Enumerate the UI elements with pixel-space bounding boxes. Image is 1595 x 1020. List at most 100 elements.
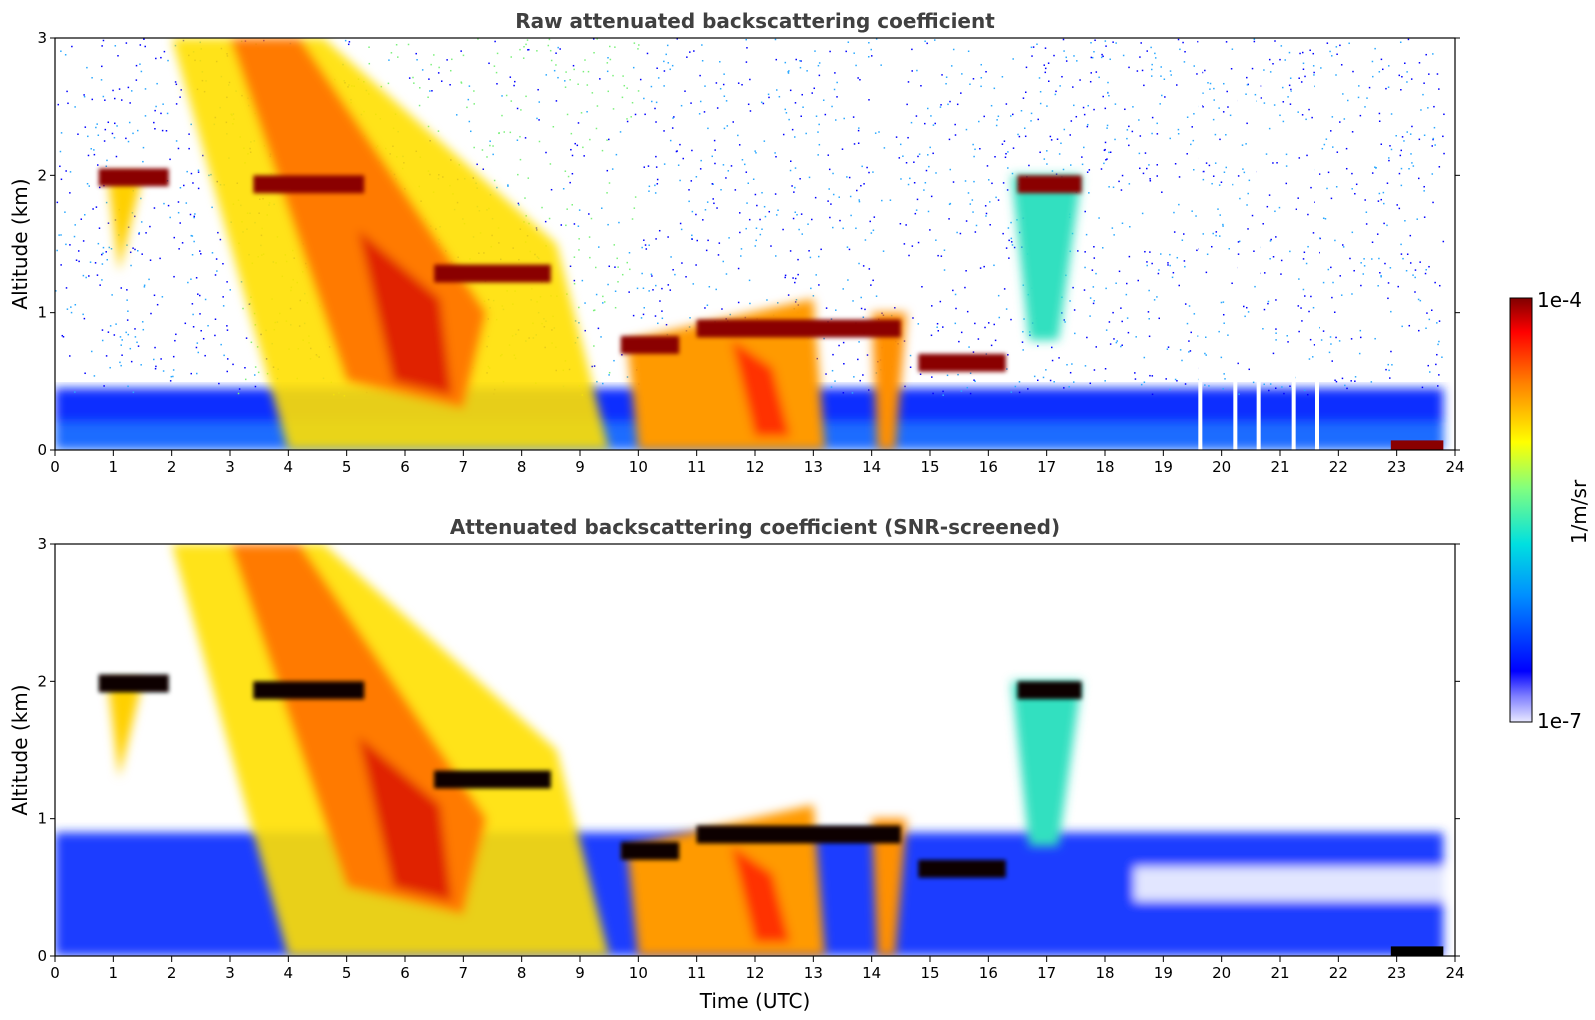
noise-pixel bbox=[1215, 235, 1217, 237]
noise-pixel bbox=[633, 67, 635, 69]
noise-pixel bbox=[1176, 84, 1178, 86]
noise-pixel bbox=[153, 122, 155, 124]
noise-pixel bbox=[109, 247, 111, 249]
noise-pixel bbox=[1005, 153, 1007, 155]
noise-pixel bbox=[820, 249, 822, 251]
data-gap bbox=[1257, 38, 1261, 450]
noise-pixel bbox=[670, 256, 672, 258]
noise-pixel bbox=[127, 310, 129, 312]
noise-pixel bbox=[638, 44, 640, 46]
noise-pixel bbox=[174, 237, 176, 239]
noise-pixel bbox=[775, 255, 777, 256]
noise-pixel bbox=[95, 127, 97, 129]
noise-pixel bbox=[1284, 59, 1286, 61]
noise-pixel bbox=[755, 152, 757, 154]
noise-pixel bbox=[1127, 317, 1129, 319]
low-snr-band bbox=[1134, 867, 1443, 901]
noise-pixel bbox=[162, 130, 164, 132]
noise-pixel bbox=[1307, 394, 1309, 396]
noise-pixel bbox=[643, 314, 645, 316]
noise-pixel bbox=[1050, 380, 1052, 382]
noise-pixel bbox=[460, 50, 462, 52]
noise-pixel bbox=[1415, 269, 1417, 271]
noise-pixel bbox=[1191, 126, 1193, 128]
noise-pixel bbox=[870, 284, 872, 286]
noise-pixel bbox=[1207, 82, 1209, 84]
noise-pixel bbox=[194, 213, 196, 215]
noise-pixel bbox=[608, 91, 610, 93]
noise-pixel bbox=[1126, 283, 1128, 285]
noise-pixel bbox=[78, 261, 80, 263]
noise-pixel bbox=[609, 46, 611, 48]
noise-pixel bbox=[488, 63, 490, 65]
noise-pixel bbox=[1006, 103, 1008, 105]
noise-pixel bbox=[412, 77, 414, 79]
noise-pixel bbox=[101, 79, 103, 81]
noise-pixel bbox=[665, 54, 667, 56]
noise-pixel bbox=[672, 117, 674, 119]
noise-pixel bbox=[239, 388, 241, 390]
noise-pixel bbox=[1380, 275, 1382, 277]
noise-pixel bbox=[254, 374, 256, 376]
noise-pixel bbox=[935, 239, 937, 241]
noise-pixel bbox=[967, 311, 969, 313]
noise-pixel bbox=[993, 324, 995, 326]
noise-pixel bbox=[569, 79, 571, 81]
noise-pixel bbox=[1079, 79, 1081, 81]
noise-pixel bbox=[1091, 57, 1093, 59]
noise-pixel bbox=[799, 178, 801, 180]
noise-pixel bbox=[1170, 74, 1172, 76]
noise-pixel bbox=[128, 87, 130, 89]
noise-pixel bbox=[62, 335, 64, 337]
noise-pixel bbox=[912, 245, 914, 247]
noise-pixel bbox=[1223, 373, 1225, 375]
noise-pixel bbox=[1269, 258, 1271, 260]
noise-pixel bbox=[774, 152, 776, 154]
noise-pixel bbox=[470, 131, 472, 133]
noise-pixel bbox=[1388, 86, 1390, 88]
noise-pixel bbox=[1306, 263, 1308, 265]
noise-pixel bbox=[795, 212, 797, 214]
data-gap bbox=[1292, 38, 1296, 450]
noise-pixel bbox=[1249, 369, 1251, 371]
noise-pixel bbox=[723, 73, 725, 75]
noise-pixel bbox=[409, 77, 411, 79]
noise-pixel bbox=[681, 262, 683, 264]
noise-pixel bbox=[908, 81, 910, 83]
noise-pixel bbox=[949, 204, 951, 206]
noise-pixel bbox=[998, 199, 1000, 201]
noise-pixel bbox=[120, 344, 122, 346]
noise-pixel bbox=[1019, 392, 1021, 394]
x-tick-label: 17 bbox=[1037, 458, 1056, 476]
noise-pixel bbox=[1339, 275, 1341, 277]
noise-pixel bbox=[1399, 173, 1401, 175]
noise-pixel bbox=[634, 207, 636, 209]
noise-pixel bbox=[681, 229, 683, 231]
cloud-layer bbox=[621, 336, 679, 354]
noise-pixel bbox=[1425, 273, 1427, 275]
noise-pixel bbox=[1429, 371, 1431, 373]
noise-pixel bbox=[1046, 163, 1048, 165]
noise-pixel bbox=[539, 101, 541, 103]
colorbar: 1e-4 1e-7 1/m/sr bbox=[1510, 288, 1591, 733]
noise-pixel bbox=[945, 83, 947, 85]
cloud-layer bbox=[99, 168, 169, 186]
noise-pixel bbox=[996, 125, 998, 127]
noise-pixel bbox=[148, 279, 150, 281]
noise-pixel bbox=[655, 121, 657, 123]
noise-pixel bbox=[1208, 385, 1210, 387]
noise-pixel bbox=[1113, 234, 1115, 236]
x-tick-label: 8 bbox=[517, 964, 527, 982]
noise-pixel bbox=[1157, 133, 1159, 135]
noise-pixel bbox=[196, 347, 198, 349]
noise-pixel bbox=[525, 44, 527, 46]
noise-pixel bbox=[672, 269, 674, 271]
noise-pixel bbox=[825, 373, 827, 375]
noise-pixel bbox=[1406, 81, 1408, 83]
noise-pixel bbox=[630, 116, 632, 118]
noise-pixel bbox=[656, 102, 658, 104]
noise-pixel bbox=[1246, 123, 1248, 125]
noise-pixel bbox=[1011, 391, 1013, 393]
noise-pixel bbox=[1215, 134, 1217, 136]
noise-pixel bbox=[739, 232, 741, 234]
